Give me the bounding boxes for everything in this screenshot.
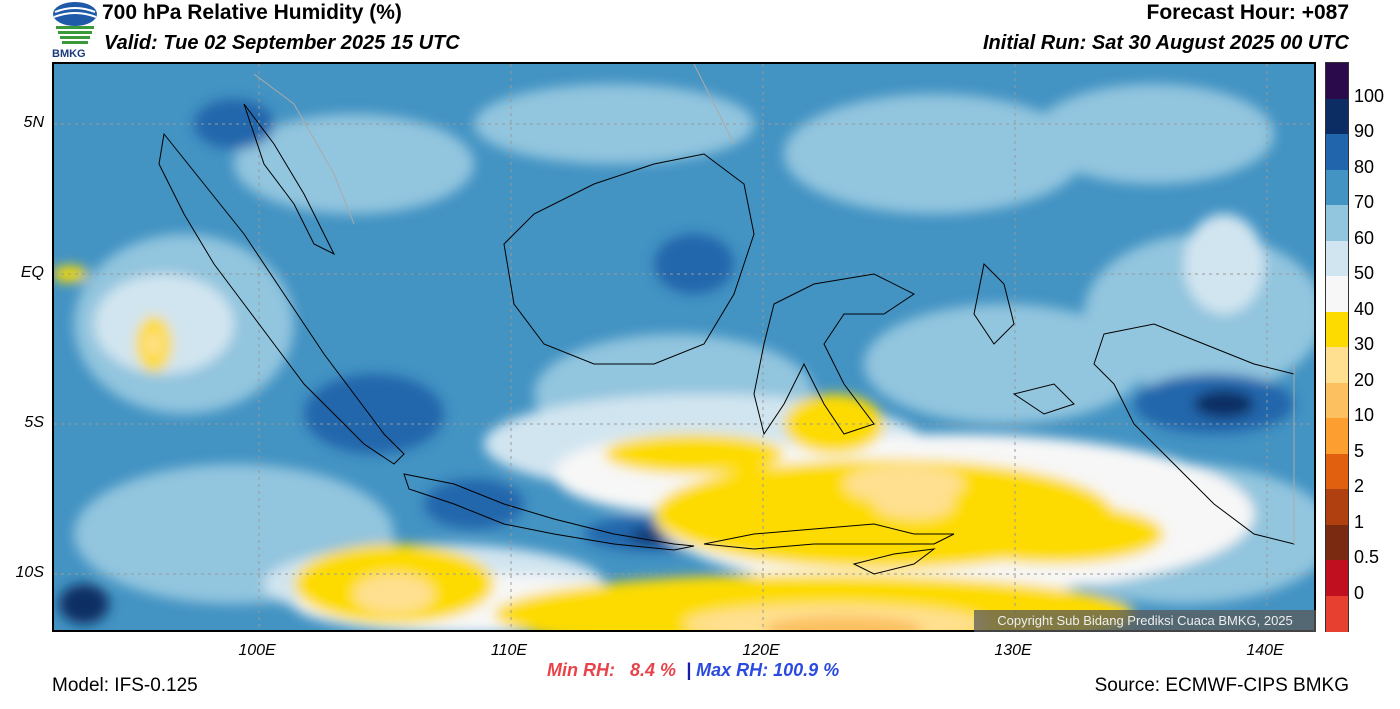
colorbar-segment — [1326, 98, 1348, 135]
lat-label-5n: 5N — [23, 114, 44, 131]
bmkg-logo — [50, 0, 100, 62]
chart-title: 700 hPa Relative Humidity (%) — [102, 1, 402, 24]
copyright-notice: Copyright Sub Bidang Prediksi Cuaca BMKG… — [974, 610, 1316, 632]
lat-label-5s: 5S — [24, 414, 44, 431]
colorbar-segment — [1326, 63, 1348, 99]
colorbar-label: 5 — [1354, 440, 1365, 461]
colorbar-label: 1 — [1354, 511, 1365, 532]
colorbar-label: 10 — [1354, 405, 1375, 425]
colorbar-segment — [1326, 311, 1348, 348]
min-rh-value: 8.4 % — [630, 660, 677, 680]
colorbar-label: 70 — [1354, 192, 1375, 212]
colorbar-segment — [1326, 134, 1348, 170]
rh-stats: Min RH: 8.4 % | Max RH: 100.9 % — [547, 660, 839, 681]
colorbar-label: 20 — [1354, 369, 1375, 390]
colorbar-label: 80 — [1354, 156, 1375, 177]
colorbar — [1325, 62, 1349, 632]
valid-time: Valid: Tue 02 September 2025 15 UTC — [104, 32, 460, 54]
humidity-map — [52, 62, 1316, 632]
colorbar-segment — [1326, 418, 1348, 454]
lat-label-eq: EQ — [20, 264, 44, 281]
min-rh-label: Min RH: — [547, 660, 615, 680]
lat-label-10s: 10S — [15, 564, 44, 581]
logo-text: BMKG — [52, 48, 86, 60]
colorbar-label: 0.5 — [1354, 547, 1380, 567]
colorbar-segment — [1326, 595, 1348, 632]
source-label: Source: ECMWF-CIPS BMKG — [1094, 675, 1349, 696]
colorbar-label: 60 — [1354, 227, 1375, 248]
colorbar-label: 30 — [1354, 334, 1375, 354]
max-rh-label: Max RH: 100.9 % — [696, 660, 840, 680]
lon-label-130e: 130E — [994, 642, 1032, 659]
colorbar-segment — [1326, 169, 1348, 206]
colorbar-segment — [1326, 560, 1348, 596]
coastlines — [158, 103, 1295, 575]
lon-label-110e: 110E — [490, 642, 528, 659]
stats-separator: | — [686, 660, 692, 680]
map-canvas — [54, 64, 1314, 630]
colorbar-segment — [1326, 524, 1348, 561]
lon-label-140e: 140E — [1246, 642, 1284, 659]
colorbar-label: 100 — [1354, 85, 1385, 106]
colorbar-segment — [1326, 453, 1348, 490]
lon-label-120e: 120E — [742, 642, 780, 659]
lon-label-100e: 100E — [238, 642, 276, 659]
colorbar-segment — [1326, 276, 1348, 312]
colorbar-segment — [1326, 382, 1348, 419]
colorbar-label: 90 — [1354, 121, 1375, 141]
colorbar-label: 2 — [1354, 476, 1365, 496]
colorbar-segment — [1326, 240, 1348, 277]
colorbar-label: 0 — [1354, 582, 1365, 603]
colorbar-label: 40 — [1354, 298, 1375, 319]
colorbar-segment — [1326, 489, 1348, 525]
colorbar-label: 50 — [1354, 263, 1375, 283]
forecast-hour: Forecast Hour: +087 — [1146, 1, 1350, 24]
colorbar-segment — [1326, 205, 1348, 241]
colorbar-segment — [1326, 347, 1348, 383]
model-label: Model: IFS-0.125 — [52, 675, 198, 696]
initial-run: Initial Run: Sat 30 August 2025 00 UTC — [982, 32, 1349, 54]
